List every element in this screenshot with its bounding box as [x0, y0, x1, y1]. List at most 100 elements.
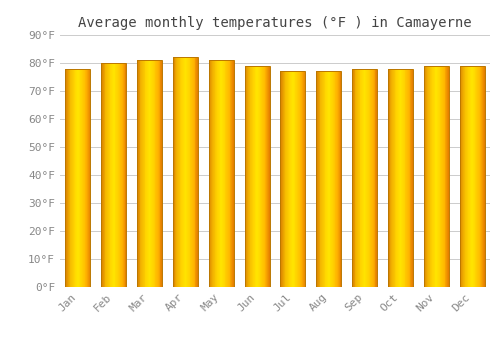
Bar [137, 60, 138, 287]
Bar [87, 69, 88, 287]
Bar [439, 66, 440, 287]
Bar [470, 66, 471, 287]
Bar [222, 60, 223, 287]
Bar [362, 69, 363, 287]
Bar [337, 71, 338, 287]
Bar [221, 60, 222, 287]
Bar [433, 66, 434, 287]
Bar [114, 63, 116, 287]
Bar [398, 69, 400, 287]
Bar [327, 71, 328, 287]
Bar [430, 66, 431, 287]
Bar [137, 60, 162, 287]
Bar [214, 60, 216, 287]
Bar [300, 71, 302, 287]
Bar [364, 69, 366, 287]
Bar [120, 63, 122, 287]
Bar [116, 63, 117, 287]
Bar [183, 57, 184, 287]
Bar [83, 69, 84, 287]
Bar [287, 71, 288, 287]
Bar [373, 69, 374, 287]
Bar [72, 69, 73, 287]
Bar [101, 63, 102, 287]
Bar [330, 71, 332, 287]
Bar [322, 71, 323, 287]
Bar [119, 63, 120, 287]
Bar [88, 69, 89, 287]
Bar [107, 63, 108, 287]
Bar [339, 71, 340, 287]
Bar [356, 69, 357, 287]
Bar [466, 66, 467, 287]
Bar [447, 66, 448, 287]
Bar [463, 66, 464, 287]
Bar [208, 60, 210, 287]
Bar [369, 69, 370, 287]
Bar [467, 66, 468, 287]
Bar [101, 63, 126, 287]
Bar [406, 69, 407, 287]
Bar [424, 66, 449, 287]
Bar [437, 66, 438, 287]
Bar [74, 69, 76, 287]
Bar [392, 69, 393, 287]
Bar [370, 69, 372, 287]
Bar [361, 69, 362, 287]
Bar [76, 69, 77, 287]
Bar [397, 69, 398, 287]
Bar [194, 57, 196, 287]
Bar [186, 57, 187, 287]
Bar [333, 71, 334, 287]
Bar [372, 69, 373, 287]
Bar [174, 57, 176, 287]
Bar [404, 69, 406, 287]
Bar [104, 63, 106, 287]
Bar [182, 57, 183, 287]
Bar [482, 66, 483, 287]
Bar [226, 60, 227, 287]
Bar [213, 60, 214, 287]
Bar [233, 60, 234, 287]
Bar [352, 69, 377, 287]
Bar [262, 66, 263, 287]
Bar [409, 69, 410, 287]
Bar [180, 57, 181, 287]
Bar [294, 71, 296, 287]
Bar [251, 66, 252, 287]
Bar [140, 60, 141, 287]
Bar [426, 66, 427, 287]
Bar [153, 60, 154, 287]
Bar [122, 63, 123, 287]
Bar [432, 66, 433, 287]
Bar [77, 69, 78, 287]
Bar [79, 69, 80, 287]
Bar [260, 66, 262, 287]
Bar [188, 57, 189, 287]
Bar [173, 57, 174, 287]
Bar [160, 60, 162, 287]
Bar [326, 71, 327, 287]
Bar [303, 71, 304, 287]
Bar [218, 60, 220, 287]
Bar [410, 69, 412, 287]
Bar [177, 57, 178, 287]
Bar [376, 69, 377, 287]
Bar [86, 69, 87, 287]
Bar [178, 57, 180, 287]
Bar [117, 63, 118, 287]
Bar [403, 69, 404, 287]
Bar [354, 69, 356, 287]
Bar [267, 66, 268, 287]
Bar [280, 71, 281, 287]
Bar [210, 60, 211, 287]
Bar [268, 66, 269, 287]
Bar [110, 63, 111, 287]
Bar [113, 63, 114, 287]
Bar [448, 66, 449, 287]
Bar [142, 60, 143, 287]
Bar [216, 60, 217, 287]
Bar [321, 71, 322, 287]
Bar [391, 69, 392, 287]
Bar [329, 71, 330, 287]
